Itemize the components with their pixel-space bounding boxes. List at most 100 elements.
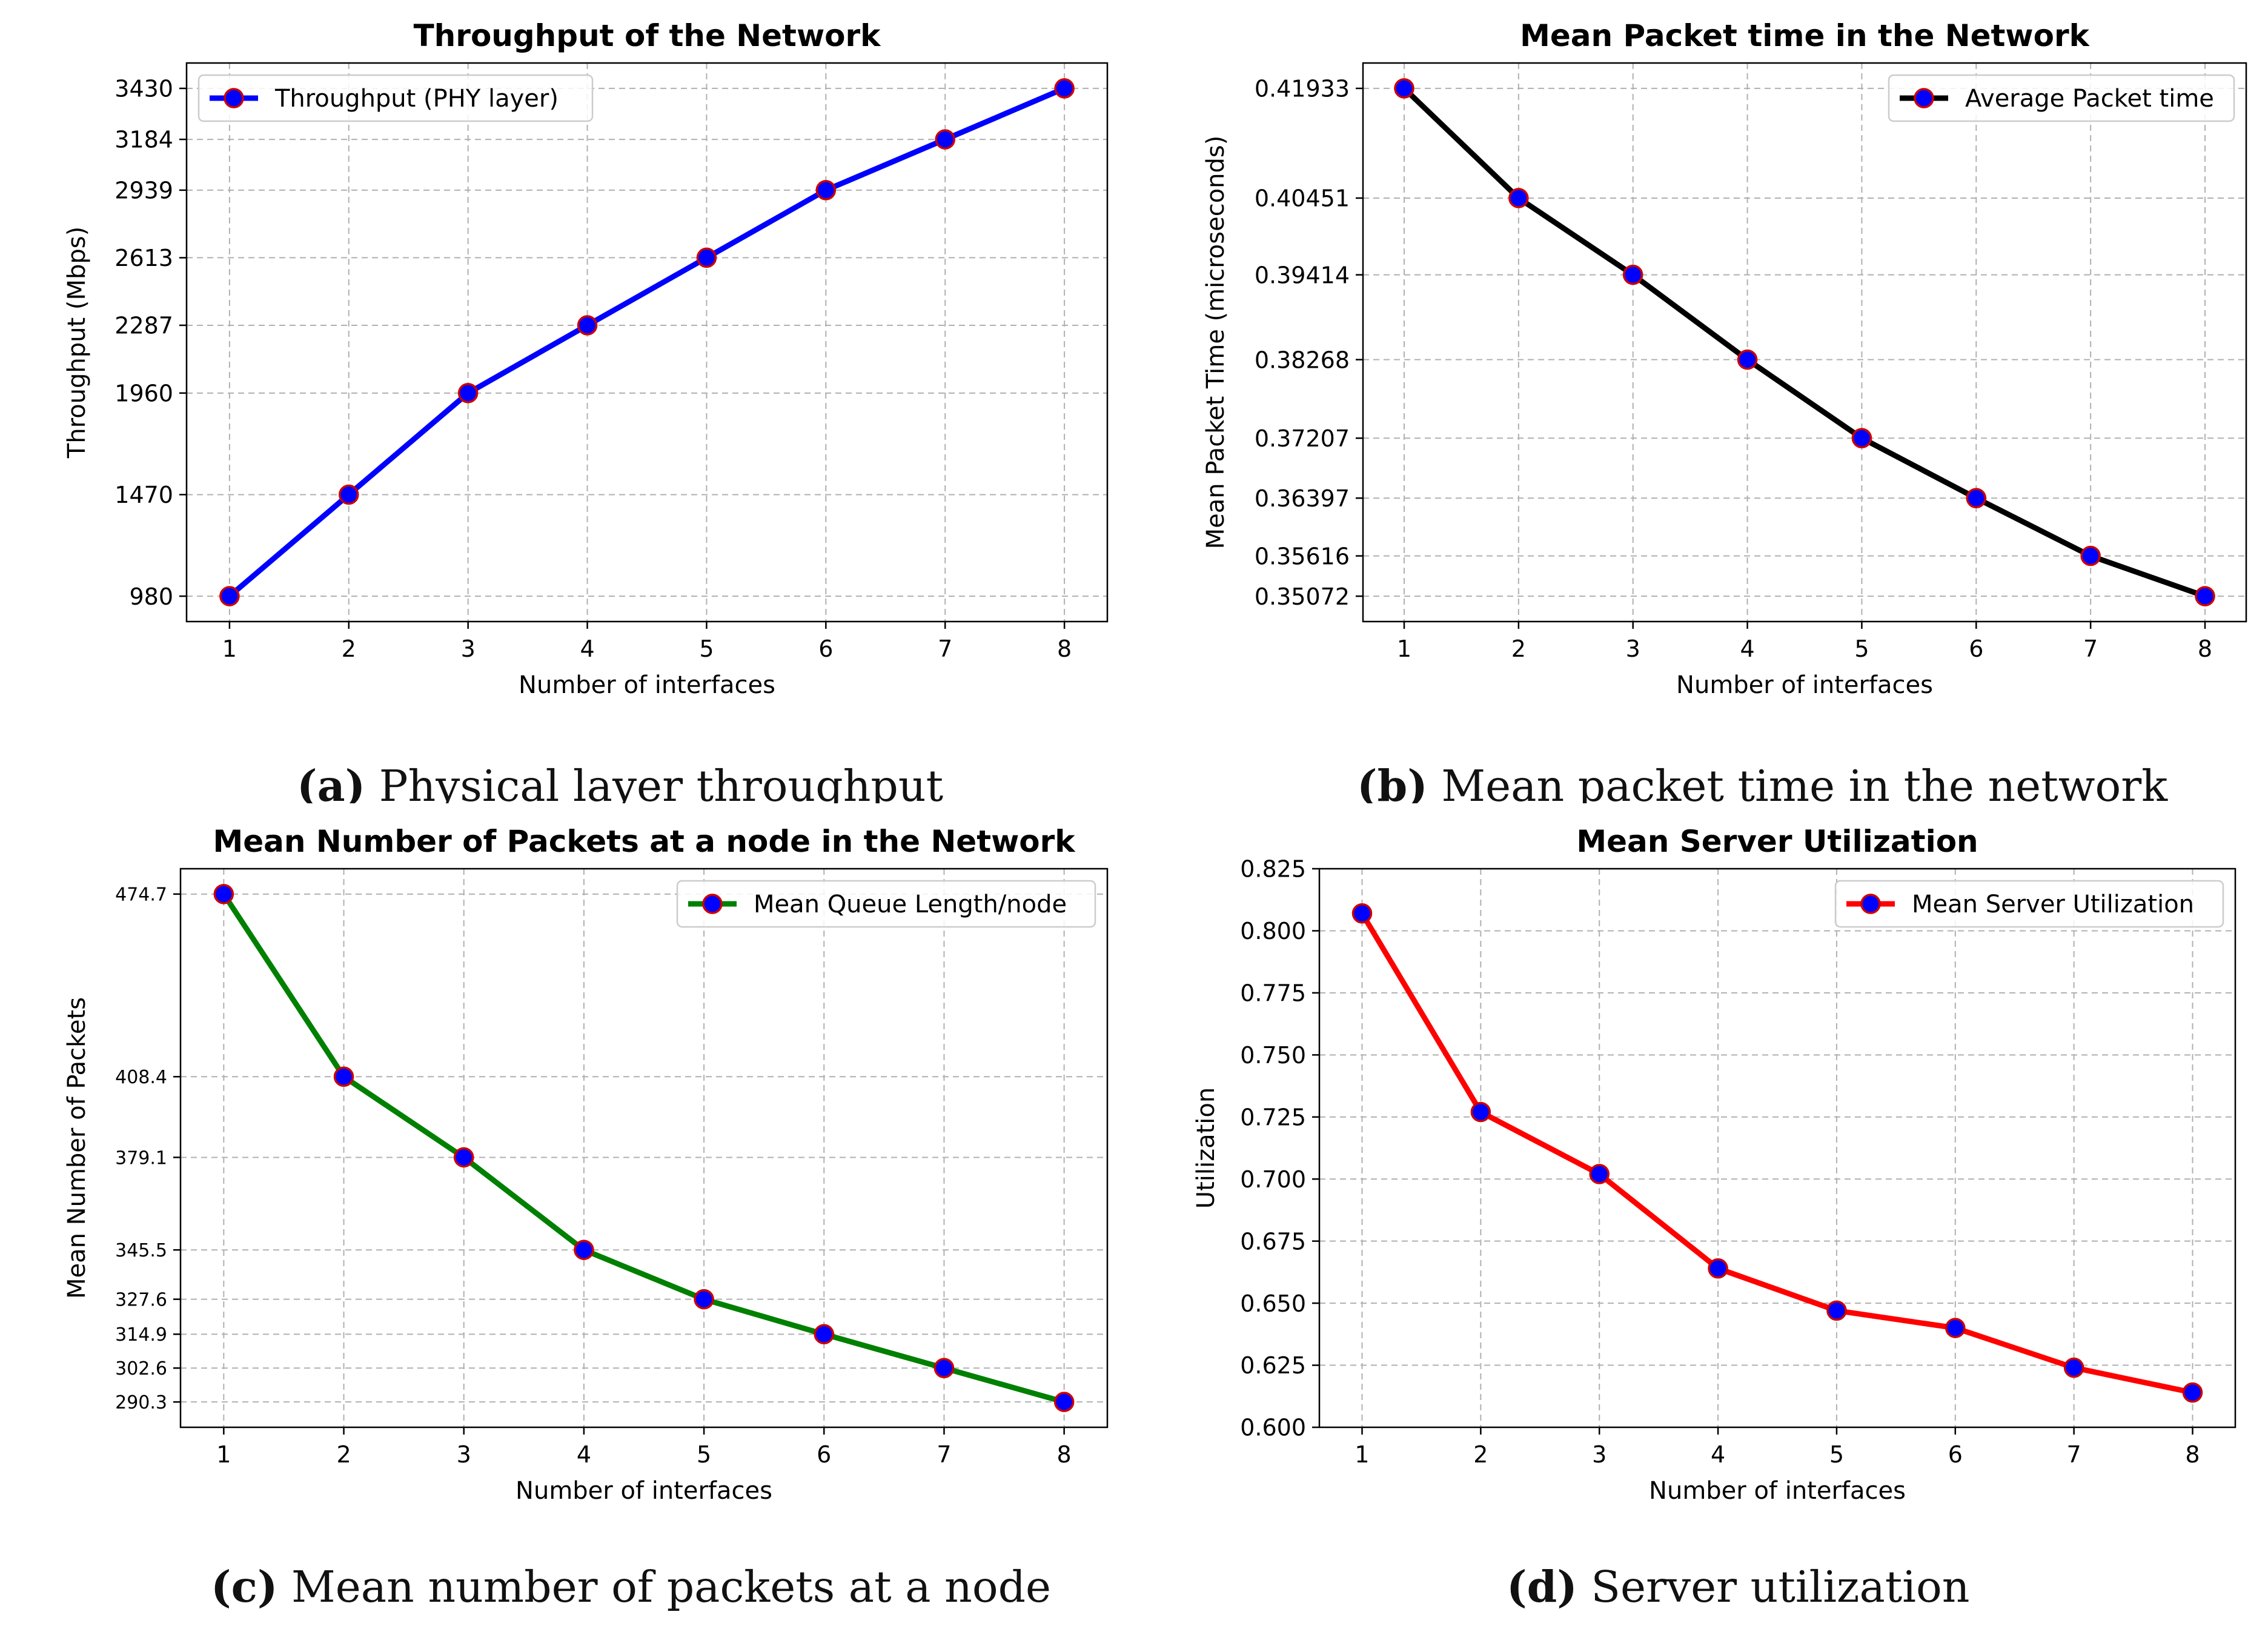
data-point — [935, 129, 955, 150]
data-point — [694, 1289, 714, 1310]
y-tick-label: 0.625 — [1240, 1352, 1306, 1379]
x-tick-label: 5 — [1854, 635, 1869, 662]
data-point — [1708, 1258, 1728, 1279]
x-tick-label: 7 — [2083, 635, 2098, 662]
x-tick-label: 8 — [2198, 635, 2212, 662]
chart-mean-packets-node: Mean Number of Packets at a node in the … — [63, 824, 1109, 1505]
legend-box — [1888, 74, 2235, 122]
data-point — [339, 484, 359, 505]
legend-label: Mean Server Utilization — [1912, 891, 2194, 918]
y-tick-label: 1470 — [114, 482, 173, 508]
y-tick-label: 1960 — [114, 380, 173, 406]
data-point — [333, 1066, 354, 1087]
data-point — [1508, 188, 1529, 208]
data-point — [219, 586, 240, 606]
x-tick-label: 1 — [216, 1441, 231, 1468]
data-point — [577, 315, 598, 336]
data-point — [1054, 78, 1075, 99]
y-tick-label: 980 — [129, 583, 173, 610]
legend-marker — [702, 894, 723, 914]
y-tick-label: 345.5 — [115, 1240, 167, 1261]
caption-a-text: Physical layer throughput — [379, 765, 944, 803]
y-tick-label: 0.700 — [1240, 1166, 1306, 1193]
caption-c-text: Mean number of packets at a node — [291, 1562, 1052, 1612]
y-tick-label: 3430 — [114, 76, 173, 102]
data-point — [814, 1324, 835, 1345]
data-point — [1053, 1392, 1075, 1412]
chart-title: Mean Packet time in the Network — [1520, 18, 2090, 53]
x-tick-label: 5 — [699, 635, 714, 662]
x-tick-label: 5 — [1829, 1441, 1844, 1468]
x-tick-label: 4 — [1740, 635, 1754, 662]
caption-b: (b) Mean packet time in the network — [1357, 765, 2205, 803]
data-point — [1470, 1101, 1491, 1123]
data-point — [2080, 545, 2101, 566]
series-line — [1401, 85, 2208, 599]
data-point — [453, 1147, 474, 1168]
y-tick-label: 0.35616 — [1255, 543, 1350, 569]
x-axis-label: Number of interfaces — [1649, 1477, 1906, 1505]
data-point — [1351, 903, 1373, 924]
data-point — [1851, 428, 1872, 449]
caption-d-tag: (d) — [1507, 1561, 1577, 1612]
x-tick-label: 8 — [2185, 1441, 2200, 1468]
y-tick-label: 290.3 — [115, 1392, 167, 1413]
x-axis-label: Number of interfaces — [519, 671, 775, 699]
y-axis-label: Mean Packet Time (microseconds) — [1202, 136, 1230, 549]
data-point — [457, 383, 479, 403]
y-tick-label: 302.6 — [115, 1358, 167, 1379]
y-tick-label: 0.725 — [1240, 1104, 1306, 1130]
x-tick-label: 5 — [697, 1441, 711, 1468]
plot-frame — [1362, 62, 2247, 623]
y-tick-label: 0.650 — [1240, 1290, 1306, 1317]
legend-marker — [1860, 894, 1881, 914]
legend-label: Throughput (PHY layer) — [274, 85, 559, 113]
caption-a-tag: (a) — [297, 765, 366, 803]
y-tick-label: 0.800 — [1240, 918, 1306, 944]
plot-frame — [179, 868, 1109, 1429]
y-tick-label: 327.6 — [115, 1289, 167, 1310]
y-tick-label: 379.1 — [115, 1147, 167, 1169]
x-tick-label: 7 — [2067, 1441, 2081, 1468]
data-point — [1945, 1318, 1966, 1338]
caption-b-text: Mean packet time in the network — [1441, 765, 2168, 803]
y-tick-label: 0.775 — [1240, 980, 1306, 1007]
x-tick-label: 6 — [818, 635, 833, 662]
x-tick-label: 6 — [1969, 635, 1983, 662]
data-point — [1622, 264, 1643, 285]
y-axis-label: Utilization — [1192, 1087, 1220, 1209]
y-tick-label: 0.36397 — [1255, 485, 1350, 512]
x-tick-label: 1 — [222, 635, 237, 662]
y-tick-label: 0.40451 — [1255, 185, 1350, 212]
legend-box — [197, 74, 594, 122]
y-tick-label: 0.37207 — [1255, 425, 1350, 452]
y-tick-label: 0.825 — [1240, 856, 1306, 883]
data-point — [2182, 1382, 2203, 1403]
data-point — [1826, 1300, 1847, 1321]
data-point — [815, 180, 837, 201]
y-tick-label: 0.675 — [1240, 1228, 1306, 1255]
plot-frame — [1318, 868, 2236, 1429]
legend-box — [1834, 880, 2224, 928]
legend-marker — [224, 88, 244, 108]
chart-mean-packet-time: Mean Packet time in the Network 1 2 3 4 5 6 7 8 0… — [1202, 18, 2247, 699]
y-axis-label: Mean Number of Packets — [63, 997, 91, 1299]
y-tick-label: 0.750 — [1240, 1042, 1306, 1069]
caption-c: (c) Mean number of packets at a node — [0, 1565, 1134, 1609]
y-tick-label: 3184 — [114, 127, 173, 153]
chart-server-utilization: Mean Server Utilization 1 2 3 4 5 6 7 8 0.600 0.62… — [1192, 824, 2236, 1505]
data-point — [933, 1358, 955, 1379]
chart-title: Mean Server Utilization — [1576, 824, 1978, 859]
data-point — [1394, 78, 1414, 99]
x-tick-label: 3 — [461, 635, 476, 662]
x-tick-label: 3 — [1592, 1441, 1606, 1468]
caption-b-tag: (b) — [1357, 765, 1428, 803]
x-axis-label: Number of interfaces — [1676, 671, 1933, 699]
y-tick-label: 2287 — [114, 313, 173, 339]
x-tick-label: 6 — [817, 1441, 831, 1468]
y-tick-label: 408.4 — [115, 1067, 167, 1088]
x-tick-label: 4 — [577, 1441, 591, 1468]
data-point — [1589, 1164, 1610, 1184]
y-tick-label: 474.7 — [115, 884, 167, 906]
